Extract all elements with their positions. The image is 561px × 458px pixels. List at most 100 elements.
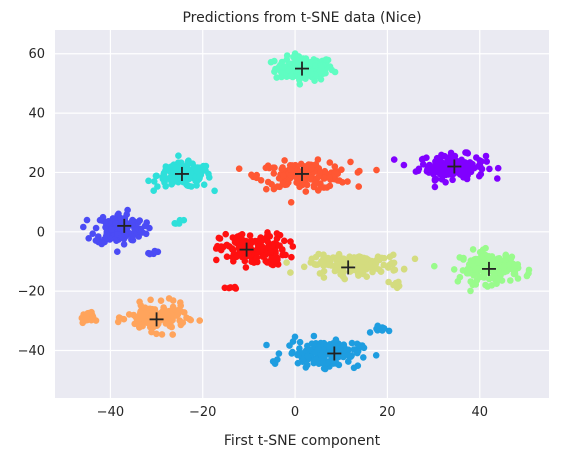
data-point — [514, 275, 522, 282]
data-point — [92, 237, 100, 244]
data-point — [114, 248, 121, 255]
x-tick-label: 20 — [379, 405, 396, 420]
data-point — [273, 74, 281, 81]
data-point — [310, 332, 318, 340]
data-point — [475, 162, 483, 169]
data-point — [320, 360, 327, 367]
data-point — [494, 164, 502, 172]
data-point — [507, 277, 514, 284]
data-point — [366, 263, 374, 270]
centroid-marker — [295, 61, 309, 76]
data-point — [102, 219, 109, 226]
data-point — [152, 172, 160, 180]
data-point — [315, 173, 322, 181]
data-point — [502, 256, 509, 263]
data-point — [287, 199, 295, 206]
data-point — [470, 272, 477, 279]
data-point — [331, 267, 339, 275]
data-point — [296, 338, 304, 346]
centroid-marker — [174, 166, 189, 181]
data-point — [476, 172, 483, 180]
centroid-marker — [481, 261, 496, 276]
data-point — [223, 253, 231, 260]
data-point — [175, 152, 182, 159]
data-point — [374, 322, 382, 330]
data-point — [136, 217, 143, 224]
data-point — [179, 319, 187, 327]
data-point — [293, 179, 300, 186]
data-point — [117, 214, 125, 222]
data-point — [326, 159, 334, 166]
data-point — [273, 230, 281, 237]
data-point — [464, 150, 472, 157]
data-point — [280, 172, 287, 180]
data-point — [326, 174, 333, 181]
data-point — [246, 232, 254, 239]
data-point — [120, 241, 128, 248]
data-point — [147, 323, 154, 331]
data-point — [391, 266, 399, 274]
data-point — [328, 66, 336, 74]
data-point — [241, 257, 249, 265]
x-axis-label: First t-SNE component — [224, 433, 381, 449]
data-point — [162, 308, 170, 316]
data-point — [496, 270, 504, 278]
data-point — [185, 175, 193, 183]
data-point — [200, 181, 208, 188]
data-point — [460, 254, 467, 262]
data-point — [345, 358, 352, 365]
data-point — [169, 331, 176, 338]
data-point — [304, 64, 311, 71]
data-point — [444, 157, 451, 164]
data-point — [150, 313, 158, 320]
data-point — [167, 168, 174, 176]
data-point — [483, 158, 491, 165]
data-point — [486, 165, 493, 173]
data-point — [317, 76, 325, 83]
data-point — [196, 317, 203, 324]
data-point — [212, 245, 220, 252]
data-point — [469, 281, 477, 289]
data-point — [83, 216, 91, 224]
y-tick-label: 20 — [28, 166, 45, 181]
data-point — [183, 164, 191, 171]
data-point — [318, 258, 325, 265]
data-point — [385, 278, 392, 286]
data-point — [278, 165, 286, 173]
data-point — [390, 156, 398, 163]
data-point — [307, 259, 315, 266]
data-point — [268, 181, 276, 188]
data-point — [215, 234, 223, 242]
data-point — [321, 167, 329, 175]
data-point — [265, 244, 273, 251]
y-tick-label: 0 — [37, 225, 45, 240]
data-point — [147, 296, 154, 304]
data-point — [380, 261, 388, 269]
data-point — [435, 165, 442, 173]
data-point — [92, 224, 100, 232]
data-point — [281, 237, 288, 245]
data-point — [400, 266, 408, 273]
data-point — [438, 151, 445, 159]
data-point — [345, 352, 352, 360]
data-point — [378, 254, 386, 262]
data-point — [196, 173, 203, 181]
data-point — [181, 309, 188, 316]
data-point — [332, 336, 340, 344]
data-point — [320, 274, 328, 281]
data-point — [177, 302, 184, 310]
data-point — [316, 270, 324, 277]
data-point — [424, 163, 432, 171]
data-point — [321, 354, 328, 361]
centroid-marker — [149, 312, 164, 327]
data-point — [331, 163, 339, 170]
data-point — [464, 160, 472, 168]
data-point — [231, 283, 239, 291]
data-point — [109, 215, 117, 222]
data-point — [108, 226, 115, 233]
centroid-marker — [447, 159, 462, 174]
y-tick-label: −40 — [18, 344, 45, 359]
data-point — [191, 163, 198, 171]
data-point — [373, 166, 380, 174]
